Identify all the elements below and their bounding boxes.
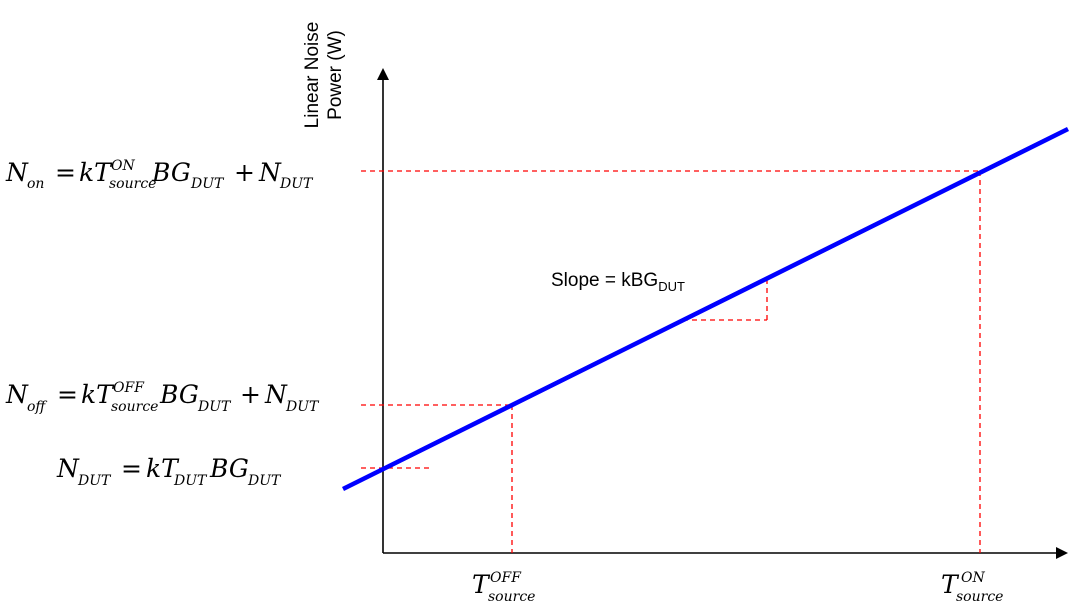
noise-power-line	[341, 126, 1070, 492]
y-axis-label-line1: Linear Noise	[302, 22, 323, 129]
y-axis-label-line2: Power (W)	[325, 30, 346, 120]
slope-label: Slope = kBGDUT	[551, 270, 685, 294]
equation-n-on: N on = kT ON source BG DUT + N DUT	[5, 147, 314, 194]
tick-label-t-off: T OFF source	[472, 559, 535, 605]
guide-lines	[361, 170, 981, 553]
equation-n-dut: N DUT = kT DUT BG DUT	[56, 454, 282, 491]
tick-label-t-on: T ON source	[941, 559, 1003, 605]
equation-n-off: N off = kT OFF source BG DUT + N DUT	[5, 369, 320, 417]
